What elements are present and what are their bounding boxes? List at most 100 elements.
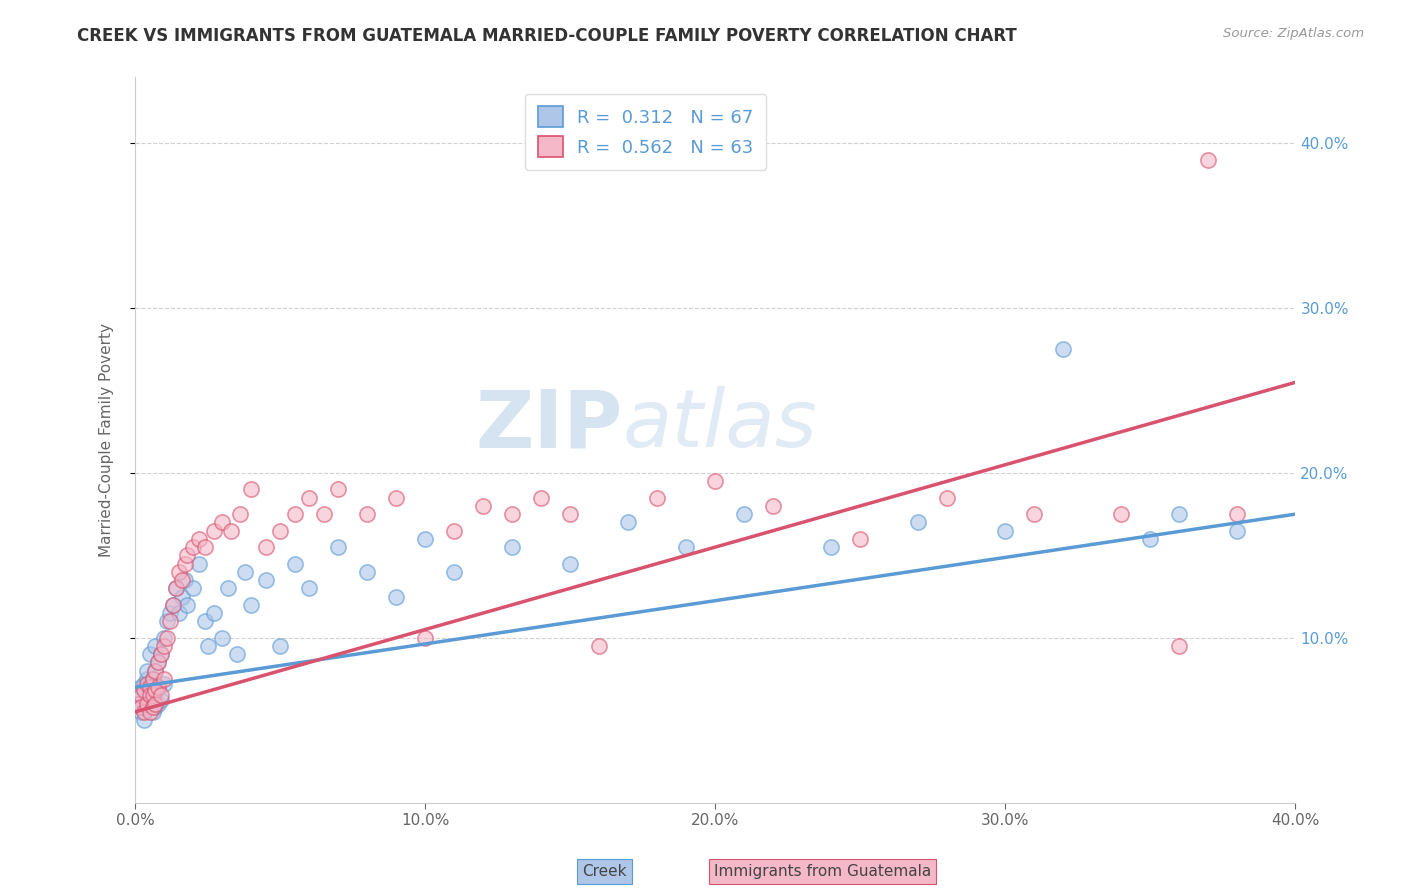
Point xyxy=(135,677,157,691)
Point xyxy=(176,598,198,612)
Point xyxy=(132,705,155,719)
Point xyxy=(675,540,697,554)
Point xyxy=(269,524,291,538)
Point xyxy=(145,697,167,711)
Point xyxy=(150,647,173,661)
Point xyxy=(501,507,523,521)
Point xyxy=(165,582,187,596)
Point xyxy=(145,700,167,714)
Point xyxy=(135,672,157,686)
Point xyxy=(194,614,217,628)
Point xyxy=(142,680,165,694)
Legend: R =  0.312   N = 67, R =  0.562   N = 63: R = 0.312 N = 67, R = 0.562 N = 63 xyxy=(524,94,766,169)
Point xyxy=(1226,524,1249,538)
Point xyxy=(530,491,553,505)
Point xyxy=(132,713,155,727)
Point xyxy=(413,532,436,546)
Point xyxy=(328,540,350,554)
Point xyxy=(167,565,190,579)
Point xyxy=(138,647,160,661)
Point xyxy=(145,689,167,703)
Point xyxy=(907,516,929,530)
Point xyxy=(156,631,179,645)
Point xyxy=(142,705,165,719)
Point xyxy=(194,540,217,554)
Point xyxy=(138,680,160,694)
Point xyxy=(219,524,242,538)
Point xyxy=(312,507,335,521)
Point xyxy=(1139,532,1161,546)
Point xyxy=(188,532,211,546)
Point xyxy=(176,549,198,563)
Point xyxy=(127,697,149,711)
Point xyxy=(269,639,291,653)
Point xyxy=(1052,343,1074,357)
Text: atlas: atlas xyxy=(623,386,817,465)
Point xyxy=(443,565,465,579)
Point xyxy=(138,700,160,714)
Point xyxy=(150,647,173,661)
Point xyxy=(298,582,321,596)
Point xyxy=(588,639,610,653)
Point xyxy=(132,677,155,691)
Point xyxy=(560,507,582,521)
Point xyxy=(235,565,257,579)
Point xyxy=(849,532,872,546)
Point xyxy=(617,516,640,530)
Point xyxy=(142,683,165,698)
Point xyxy=(145,664,167,678)
Point xyxy=(1226,507,1249,521)
Point xyxy=(145,664,167,678)
Point xyxy=(132,697,155,711)
Text: Source: ZipAtlas.com: Source: ZipAtlas.com xyxy=(1223,27,1364,40)
Point xyxy=(994,524,1017,538)
Text: Creek: Creek xyxy=(582,864,627,879)
Point xyxy=(159,614,181,628)
Point xyxy=(148,680,170,694)
Point xyxy=(167,606,190,620)
Point xyxy=(240,598,263,612)
Point xyxy=(560,557,582,571)
Point xyxy=(1197,153,1219,167)
Point xyxy=(1024,507,1046,521)
Point xyxy=(145,639,167,653)
Point xyxy=(298,491,321,505)
Point xyxy=(225,647,247,661)
Point xyxy=(181,582,204,596)
Point xyxy=(443,524,465,538)
Point xyxy=(820,540,842,554)
Point xyxy=(129,700,152,714)
Point xyxy=(159,606,181,620)
Point xyxy=(501,540,523,554)
Point xyxy=(148,656,170,670)
Point xyxy=(148,697,170,711)
Text: Immigrants from Guatemala: Immigrants from Guatemala xyxy=(714,864,931,879)
Point xyxy=(284,507,307,521)
Point xyxy=(135,697,157,711)
Point xyxy=(181,540,204,554)
Point xyxy=(162,598,184,612)
Point xyxy=(153,672,176,686)
Point xyxy=(138,689,160,703)
Point xyxy=(165,582,187,596)
Y-axis label: Married-Couple Family Poverty: Married-Couple Family Poverty xyxy=(100,323,114,557)
Point xyxy=(148,680,170,694)
Point xyxy=(385,590,408,604)
Text: CREEK VS IMMIGRANTS FROM GUATEMALA MARRIED-COUPLE FAMILY POVERTY CORRELATION CHA: CREEK VS IMMIGRANTS FROM GUATEMALA MARRI… xyxy=(77,27,1017,45)
Point xyxy=(142,689,165,703)
Point xyxy=(138,677,160,691)
Point xyxy=(135,697,157,711)
Point xyxy=(127,689,149,703)
Point xyxy=(762,499,785,513)
Point xyxy=(148,656,170,670)
Point xyxy=(202,606,225,620)
Point xyxy=(472,499,495,513)
Point xyxy=(142,700,165,714)
Point xyxy=(129,680,152,694)
Point xyxy=(162,598,184,612)
Point xyxy=(385,491,408,505)
Point xyxy=(138,705,160,719)
Point xyxy=(413,631,436,645)
Point xyxy=(211,631,233,645)
Point xyxy=(197,639,219,653)
